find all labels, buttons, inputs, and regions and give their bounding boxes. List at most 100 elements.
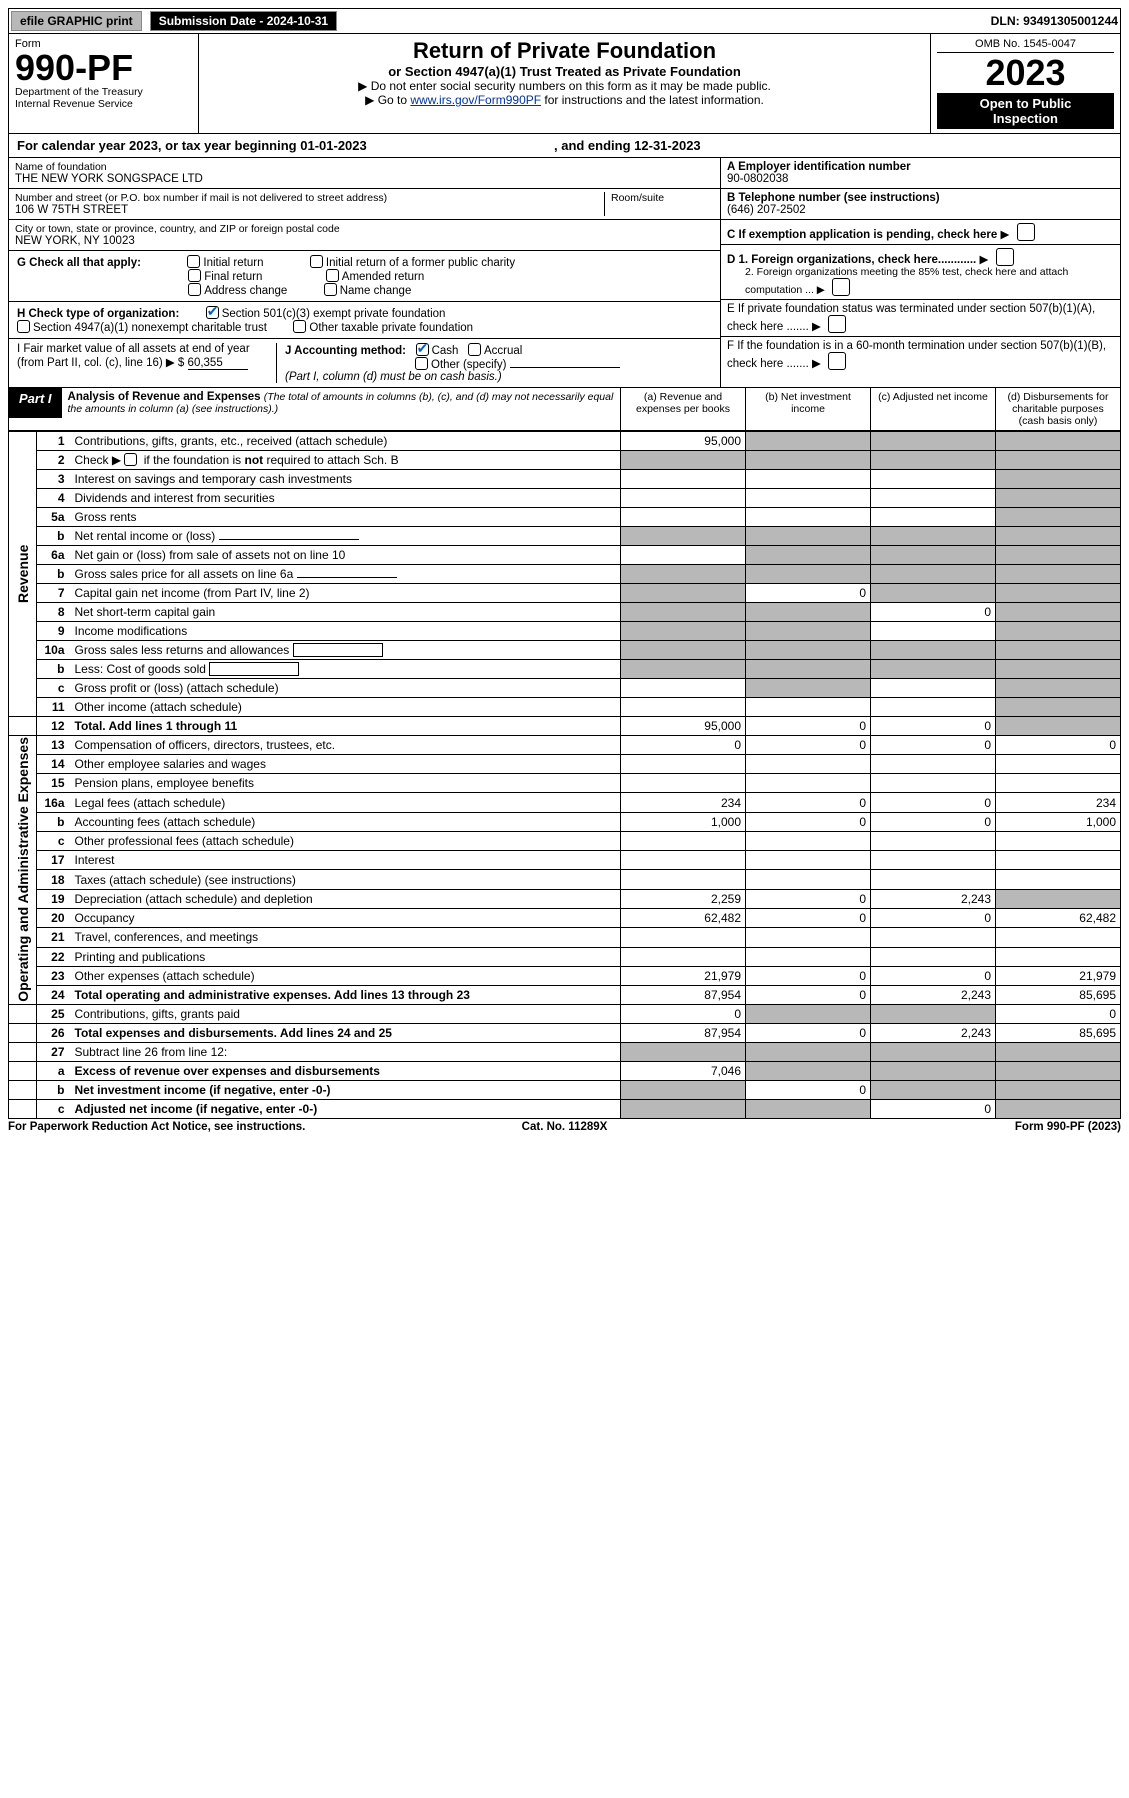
chk-4947a1[interactable] xyxy=(17,320,30,333)
r1-a: 95,000 xyxy=(621,431,746,450)
chk-final-return[interactable] xyxy=(188,269,201,282)
d2-label: 2. Foreign organizations meeting the 85%… xyxy=(745,266,1068,296)
row-26: 26Total expenses and disbursements. Add … xyxy=(9,1024,1121,1043)
page-footer: For Paperwork Reduction Act Notice, see … xyxy=(8,1119,1121,1135)
cal-end: 12-31-2023 xyxy=(634,138,701,153)
row-6a: 6aNet gain or (loss) from sale of assets… xyxy=(9,545,1121,564)
row-24: 24Total operating and administrative exp… xyxy=(9,986,1121,1005)
row-17: 17Interest xyxy=(9,851,1121,870)
cal-pre: For calendar year 2023, or tax year begi… xyxy=(17,138,300,153)
row-22: 22Printing and publications xyxy=(9,947,1121,966)
row-25: 25Contributions, gifts, grants paid00 xyxy=(9,1005,1121,1024)
row-13: Operating and Administrative Expenses 13… xyxy=(9,735,1121,754)
d1-label: D 1. Foreign organizations, check here..… xyxy=(727,254,976,266)
footer-left: For Paperwork Reduction Act Notice, see … xyxy=(8,1121,379,1133)
ein-label: A Employer identification number xyxy=(727,161,911,173)
chk-501c3[interactable] xyxy=(206,306,219,319)
chk-amended[interactable] xyxy=(326,269,339,282)
g-initial: Initial return xyxy=(203,257,263,269)
col-c-header: (c) Adjusted net income xyxy=(870,388,995,430)
row-21: 21Travel, conferences, and meetings xyxy=(9,928,1121,947)
chk-d1[interactable] xyxy=(996,248,1014,266)
row-11: 11Other income (attach schedule) xyxy=(9,697,1121,716)
city-state-zip: NEW YORK, NY 10023 xyxy=(15,235,714,247)
form990pf-link[interactable]: www.irs.gov/Form990PF xyxy=(410,93,541,107)
chk-name-change[interactable] xyxy=(324,283,337,296)
fmv-value: 60,355 xyxy=(188,357,248,370)
footer-right: Form 990-PF (2023) xyxy=(750,1121,1121,1133)
instr-goto: ▶ Go to www.irs.gov/Form990PF for instru… xyxy=(207,93,922,107)
row-10b: bLess: Cost of goods sold xyxy=(9,659,1121,678)
h-other: Other taxable private foundation xyxy=(309,322,473,334)
chk-initial-return[interactable] xyxy=(187,255,200,268)
chk-accrual[interactable] xyxy=(468,343,481,356)
room-suite-label: Room/suite xyxy=(611,192,714,204)
h-4947: Section 4947(a)(1) nonexempt charitable … xyxy=(33,322,267,334)
chk-other-taxable[interactable] xyxy=(293,320,306,333)
g-initial-former: Initial return of a former public charit… xyxy=(326,257,515,269)
row-27: 27Subtract line 26 from line 12: xyxy=(9,1043,1121,1062)
row-14: 14Other employee salaries and wages xyxy=(9,754,1121,773)
part1-table: Revenue 1Contributions, gifts, grants, e… xyxy=(8,431,1121,1120)
instr-goto-post: for instructions and the latest informat… xyxy=(541,93,764,107)
chk-exemption-pending[interactable] xyxy=(1017,223,1035,241)
phone-value: (646) 207-2502 xyxy=(727,204,806,216)
g-name: Name change xyxy=(340,285,412,297)
row-19: 19Depreciation (attach schedule) and dep… xyxy=(9,889,1121,908)
c-exemption-label: C If exemption application is pending, c… xyxy=(727,229,997,241)
row-27b: bNet investment income (if negative, ent… xyxy=(9,1081,1121,1100)
form-header: Form 990-PF Department of the Treasury I… xyxy=(8,34,1121,134)
revenue-side-label: Revenue xyxy=(9,431,37,716)
row-1: Revenue 1Contributions, gifts, grants, e… xyxy=(9,431,1121,450)
part1-title: Analysis of Revenue and Expenses xyxy=(68,391,261,403)
expenses-side-label: Operating and Administrative Expenses xyxy=(9,735,37,1005)
row-20: 20Occupancy62,4820062,482 xyxy=(9,908,1121,927)
row-5b: bNet rental income or (loss) xyxy=(9,526,1121,545)
row-16b: bAccounting fees (attach schedule)1,0000… xyxy=(9,812,1121,831)
phone-label: B Telephone number (see instructions) xyxy=(727,192,940,204)
efile-print-button[interactable]: efile GRAPHIC print xyxy=(11,11,142,31)
chk-e[interactable] xyxy=(828,315,846,333)
footer-mid: Cat. No. 11289X xyxy=(379,1121,750,1133)
g-label: G Check all that apply: xyxy=(17,257,141,269)
j-other: Other (specify) xyxy=(431,359,506,371)
j-cash: Cash xyxy=(432,345,459,357)
cal-mid: , and ending xyxy=(554,138,634,153)
chk-initial-former[interactable] xyxy=(310,255,323,268)
form-subtitle: or Section 4947(a)(1) Trust Treated as P… xyxy=(207,64,922,79)
instr-goto-pre: ▶ Go to xyxy=(365,93,410,107)
h-501c3: Section 501(c)(3) exempt private foundat… xyxy=(222,308,446,320)
j-note: (Part I, column (d) must be on cash basi… xyxy=(285,371,502,383)
form-title: Return of Private Foundation xyxy=(207,38,922,64)
row-9: 9Income modifications xyxy=(9,621,1121,640)
chk-f[interactable] xyxy=(828,352,846,370)
row-27a: aExcess of revenue over expenses and dis… xyxy=(9,1062,1121,1081)
chk-other-method[interactable] xyxy=(415,357,428,370)
instr-no-ssn: ▶ Do not enter social security numbers o… xyxy=(207,79,922,93)
row-6b: bGross sales price for all assets on lin… xyxy=(9,564,1121,583)
open-to-public: Open to PublicInspection xyxy=(937,93,1114,129)
row-16a: 16aLegal fees (attach schedule)23400234 xyxy=(9,793,1121,812)
chk-no-schb[interactable] xyxy=(124,453,137,466)
tax-year: 2023 xyxy=(937,53,1114,93)
part1-label: Part I xyxy=(9,388,62,418)
omb-number: OMB No. 1545-0047 xyxy=(937,38,1114,53)
identity-block: Name of foundation THE NEW YORK SONGSPAC… xyxy=(8,158,1121,388)
efile-top-bar: efile GRAPHIC print Submission Date - 20… xyxy=(8,8,1121,34)
row-15: 15Pension plans, employee benefits xyxy=(9,774,1121,793)
foundation-name-label: Name of foundation xyxy=(15,161,714,173)
chk-cash[interactable] xyxy=(416,343,429,356)
section-i-j: I Fair market value of all assets at end… xyxy=(9,339,720,387)
row-27c: cAdjusted net income (if negative, enter… xyxy=(9,1100,1121,1119)
chk-d2[interactable] xyxy=(832,278,850,296)
section-g: G Check all that apply: Initial return I… xyxy=(9,251,720,302)
col-d-header: (d) Disbursements for charitable purpose… xyxy=(995,388,1120,430)
form-number: 990-PF xyxy=(15,50,192,86)
cal-begin: 01-01-2023 xyxy=(300,138,367,153)
chk-address-change[interactable] xyxy=(188,283,201,296)
j-label: J Accounting method: xyxy=(285,345,406,357)
row-10c: cGross profit or (loss) (attach schedule… xyxy=(9,678,1121,697)
g-address: Address change xyxy=(204,285,287,297)
address-label: Number and street (or P.O. box number if… xyxy=(15,192,604,204)
row-12: 12Total. Add lines 1 through 1195,00000 xyxy=(9,716,1121,735)
